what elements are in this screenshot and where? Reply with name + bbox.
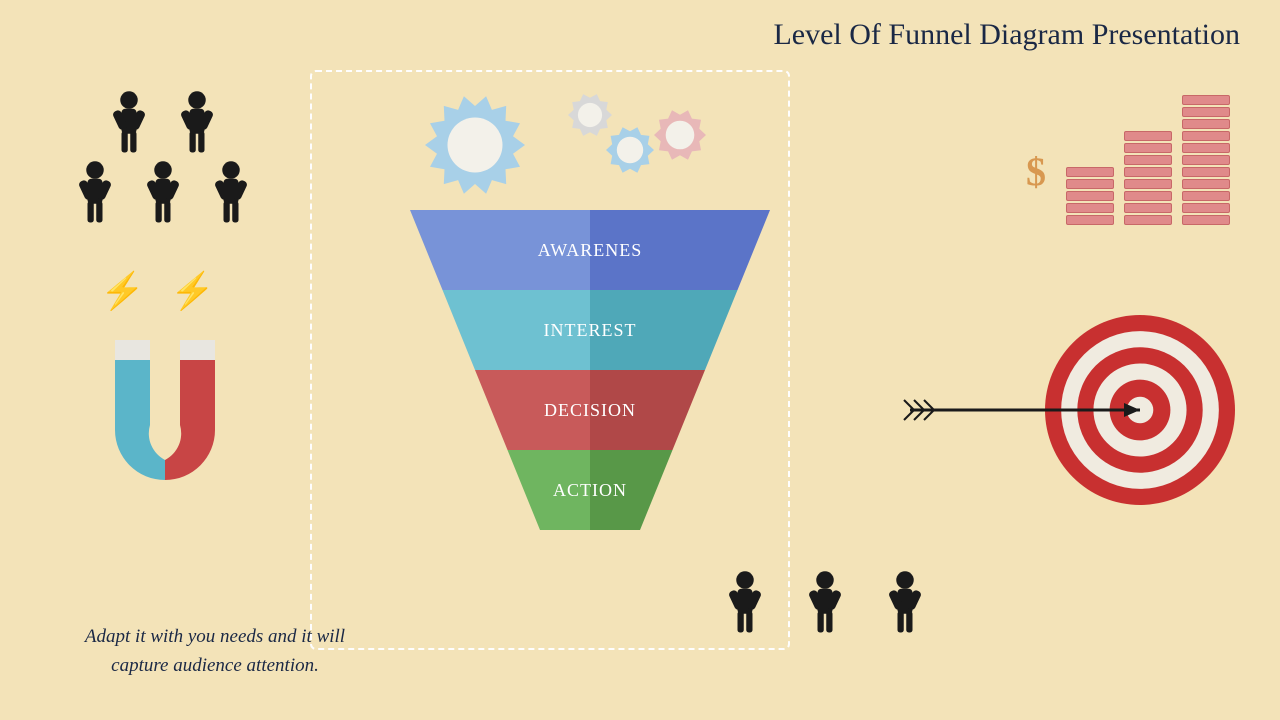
money-stacks-icon: $ [1066,95,1230,225]
person-icon [172,90,222,160]
target-icon [900,310,1240,515]
funnel-label: AWARENES [538,240,643,261]
dollar-icon: $ [1026,148,1046,195]
page-title: Level Of Funnel Diagram Presentation [773,18,1240,52]
coin-stack [1182,95,1230,225]
person-icon [800,570,850,640]
funnel-level-0: AWARENES [410,210,770,290]
funnel-level-1: INTEREST [410,290,770,370]
person-icon [880,570,930,640]
person-icon [206,160,256,230]
person-icon [720,570,770,640]
funnel-label: INTEREST [544,320,637,341]
people-group-top [70,90,274,230]
coin-stack [1066,167,1114,225]
person-icon [70,160,120,230]
coin-stack [1124,131,1172,225]
bolt-icon: ⚡ [170,270,215,312]
magnet-icon: ⚡ ⚡ [85,280,245,525]
funnel-level-2: DECISION [410,370,770,450]
funnel-diagram: AWARENES INTEREST DECISION ACTION [410,210,770,530]
person-icon [138,160,188,230]
subtitle-text: Adapt it with you needs and it will capt… [55,623,375,680]
funnel-label: ACTION [553,480,627,501]
gears-icon [420,85,740,220]
people-group-bottom [720,570,960,640]
funnel-level-3: ACTION [410,450,770,530]
bolt-icon: ⚡ [100,270,145,312]
person-icon [104,90,154,160]
funnel-label: DECISION [544,400,636,421]
